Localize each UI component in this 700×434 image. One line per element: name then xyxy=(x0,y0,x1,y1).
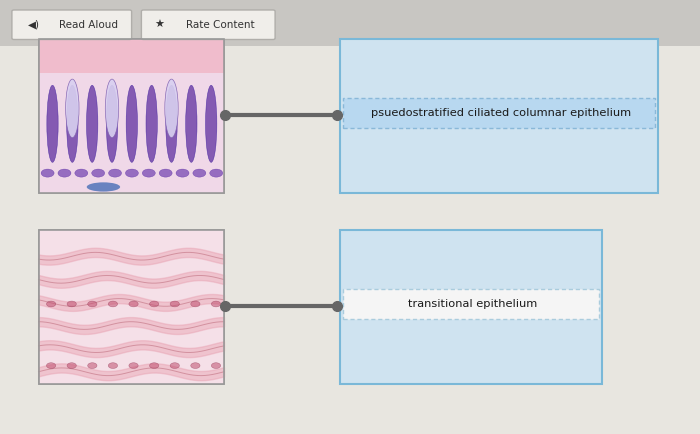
Ellipse shape xyxy=(106,85,118,162)
Circle shape xyxy=(170,363,179,368)
Circle shape xyxy=(88,301,97,307)
Text: Read Aloud: Read Aloud xyxy=(60,20,118,30)
Text: ★: ★ xyxy=(155,20,164,30)
Ellipse shape xyxy=(87,182,120,191)
Circle shape xyxy=(67,301,76,307)
FancyBboxPatch shape xyxy=(141,10,275,39)
Circle shape xyxy=(88,363,97,368)
Circle shape xyxy=(210,169,223,177)
FancyBboxPatch shape xyxy=(340,230,602,384)
FancyBboxPatch shape xyxy=(12,10,132,39)
Circle shape xyxy=(211,301,220,307)
FancyBboxPatch shape xyxy=(343,98,654,128)
FancyBboxPatch shape xyxy=(38,230,224,384)
Circle shape xyxy=(190,363,200,368)
Circle shape xyxy=(41,169,54,177)
FancyBboxPatch shape xyxy=(340,39,658,193)
Circle shape xyxy=(67,363,76,368)
Ellipse shape xyxy=(146,85,158,162)
Circle shape xyxy=(150,301,159,307)
Circle shape xyxy=(129,301,138,307)
Ellipse shape xyxy=(66,79,79,138)
FancyBboxPatch shape xyxy=(38,39,224,193)
Circle shape xyxy=(125,169,139,177)
Circle shape xyxy=(193,169,206,177)
Circle shape xyxy=(46,301,56,307)
Circle shape xyxy=(108,301,118,307)
Ellipse shape xyxy=(166,85,177,162)
Text: transitional epithelium: transitional epithelium xyxy=(408,299,538,309)
FancyBboxPatch shape xyxy=(343,289,598,319)
Circle shape xyxy=(159,169,172,177)
Circle shape xyxy=(190,301,200,307)
Ellipse shape xyxy=(66,85,78,162)
Ellipse shape xyxy=(164,79,178,138)
Ellipse shape xyxy=(206,85,217,162)
Ellipse shape xyxy=(126,85,137,162)
Circle shape xyxy=(176,169,189,177)
Circle shape xyxy=(108,169,122,177)
Text: ◀): ◀) xyxy=(27,20,40,30)
Ellipse shape xyxy=(87,85,98,162)
FancyBboxPatch shape xyxy=(38,230,224,384)
Circle shape xyxy=(92,169,105,177)
FancyBboxPatch shape xyxy=(38,39,224,73)
Circle shape xyxy=(150,363,159,368)
Text: Rate Content: Rate Content xyxy=(186,20,255,30)
FancyBboxPatch shape xyxy=(38,39,224,193)
Circle shape xyxy=(129,363,138,368)
Circle shape xyxy=(170,301,179,307)
Circle shape xyxy=(75,169,88,177)
Ellipse shape xyxy=(47,85,58,162)
Ellipse shape xyxy=(186,85,197,162)
Circle shape xyxy=(211,363,220,368)
Circle shape xyxy=(58,169,71,177)
Ellipse shape xyxy=(105,79,119,138)
Circle shape xyxy=(142,169,155,177)
Text: psuedostratified ciliated columnar epithelium: psuedostratified ciliated columnar epith… xyxy=(371,108,631,118)
Circle shape xyxy=(108,363,118,368)
Circle shape xyxy=(46,363,56,368)
FancyBboxPatch shape xyxy=(0,0,700,46)
